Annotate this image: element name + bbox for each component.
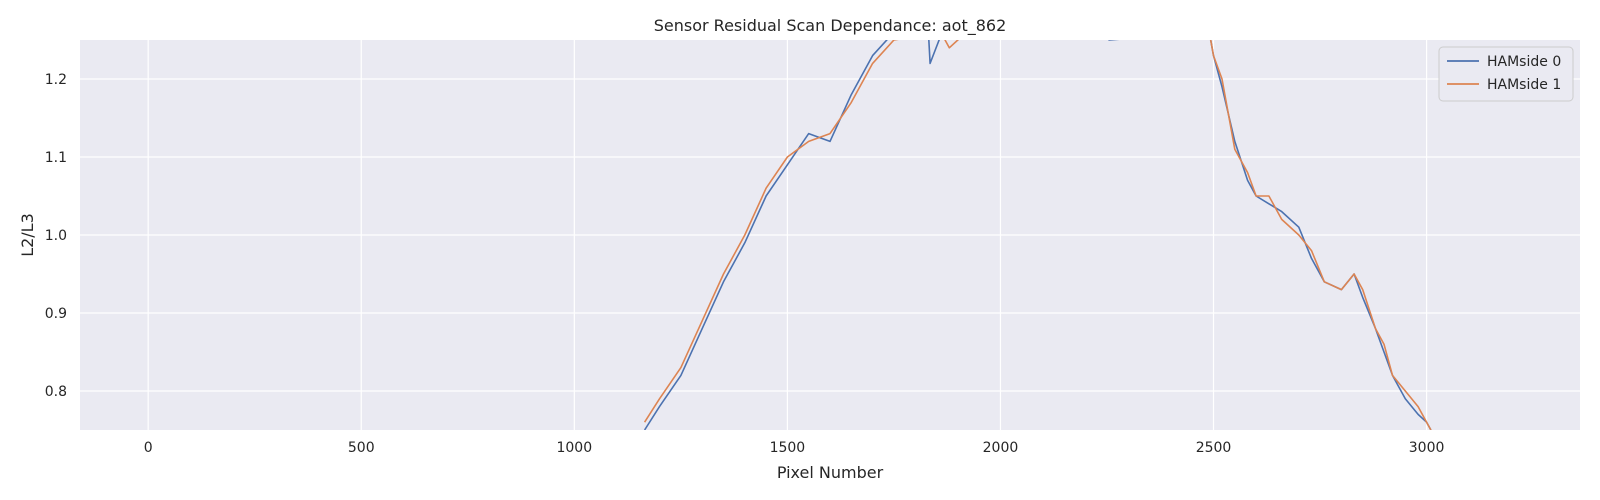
x-tick-label: 0 — [144, 440, 153, 456]
chart-title: Sensor Residual Scan Dependance: aot_862 — [654, 16, 1007, 36]
x-tick-label: 2000 — [983, 440, 1019, 456]
y-tick-label: 0.8 — [45, 384, 67, 400]
x-tick-label: 2500 — [1196, 440, 1232, 456]
y-tick-label: 1.0 — [45, 228, 67, 244]
series-layer — [643, 40, 1432, 430]
x-tick-label: 1500 — [770, 440, 806, 456]
series-line-hamside-0 — [643, 40, 1432, 430]
y-tick-label: 1.1 — [45, 150, 67, 166]
y-tick-label: 1.2 — [45, 72, 67, 88]
x-tick-label: 1000 — [556, 440, 592, 456]
legend-label-hamside-0: HAMside 0 — [1487, 54, 1561, 70]
x-tick-label: 3000 — [1409, 440, 1445, 456]
y-tick-label: 0.9 — [45, 306, 67, 322]
x-axis-title: Pixel Number — [777, 463, 884, 482]
y-axis-title: L2/L3 — [18, 213, 37, 257]
legend: HAMside 0 HAMside 1 — [1438, 46, 1574, 102]
legend-label-hamside-1: HAMside 1 — [1487, 77, 1561, 93]
x-tick-label: 500 — [348, 440, 375, 456]
series-line-hamside-1 — [643, 40, 1432, 430]
grid — [80, 40, 1580, 430]
tick-labels: 0 500 1000 1500 2000 2500 3000 0.8 0.9 1.0 1.1 1.2 — [45, 72, 1445, 456]
